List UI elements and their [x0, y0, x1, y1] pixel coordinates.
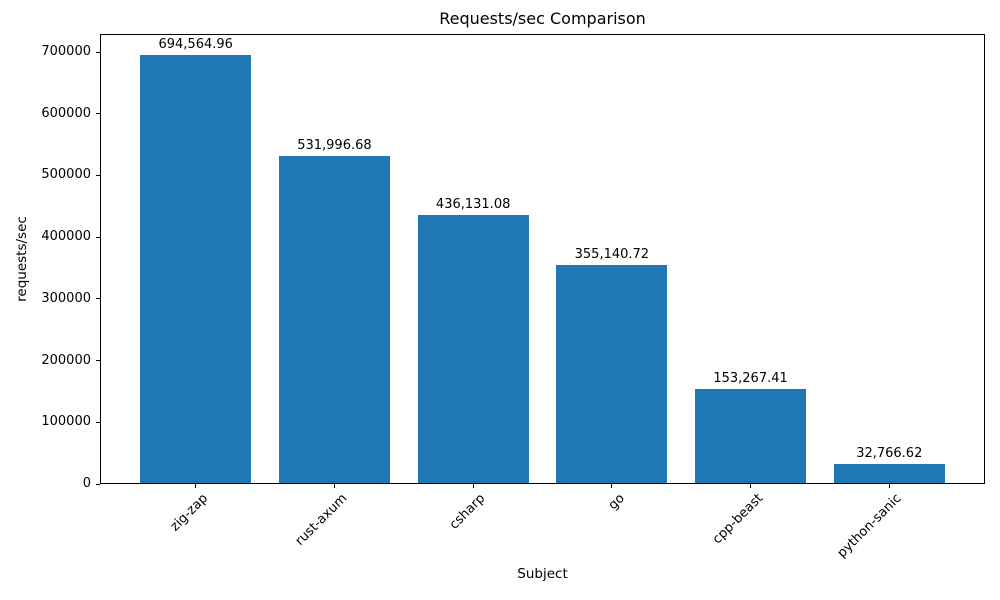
y-tick-label: 500000 — [41, 167, 91, 183]
x-tick-label: rust-axum — [292, 491, 351, 549]
x-tick-mark — [888, 484, 890, 488]
y-tick-mark — [96, 174, 100, 176]
y-tick-mark — [96, 113, 100, 115]
x-tick-label: python-sanic — [834, 491, 905, 561]
bar — [417, 214, 529, 483]
x-tick-mark — [472, 484, 474, 488]
x-axis-label: Subject — [517, 566, 568, 582]
y-tick-label: 700000 — [41, 44, 91, 60]
bar-value-label: 436,131.08 — [435, 196, 511, 212]
y-tick-label: 200000 — [41, 352, 91, 368]
y-tick-mark — [96, 483, 100, 485]
x-tick-mark — [195, 484, 197, 488]
bar-value-label: 694,564.96 — [158, 37, 233, 53]
x-tick-label: go — [605, 491, 628, 514]
y-tick-label: 300000 — [41, 290, 91, 306]
bar — [695, 389, 807, 483]
x-tick-label: zig-zap — [167, 491, 212, 535]
y-tick-label: 400000 — [41, 229, 91, 245]
y-tick-label: 0 — [82, 476, 91, 491]
y-tick-mark — [96, 51, 100, 53]
x-tick-mark — [333, 484, 335, 488]
bar — [833, 463, 945, 483]
y-tick-label: 100000 — [41, 414, 91, 430]
x-tick-mark — [750, 484, 752, 488]
y-tick-mark — [96, 421, 100, 423]
y-tick-label: 600000 — [41, 105, 91, 121]
y-tick-mark — [96, 236, 100, 238]
bar-value-label: 355,140.72 — [574, 246, 650, 262]
chart-title: Requests/sec Comparison — [439, 9, 646, 28]
y-tick-mark — [96, 360, 100, 362]
bar — [278, 155, 390, 483]
bar-value-label: 153,267.41 — [713, 371, 788, 387]
x-tick-label: cpp-beast — [710, 491, 767, 548]
x-tick-mark — [611, 484, 613, 488]
bar-value-label: 32,766.62 — [856, 445, 923, 461]
bar — [556, 264, 668, 483]
bar — [140, 55, 252, 483]
y-tick-mark — [96, 298, 100, 300]
bar-value-label: 531,996.68 — [297, 137, 372, 153]
x-tick-label: csharp — [447, 491, 489, 533]
